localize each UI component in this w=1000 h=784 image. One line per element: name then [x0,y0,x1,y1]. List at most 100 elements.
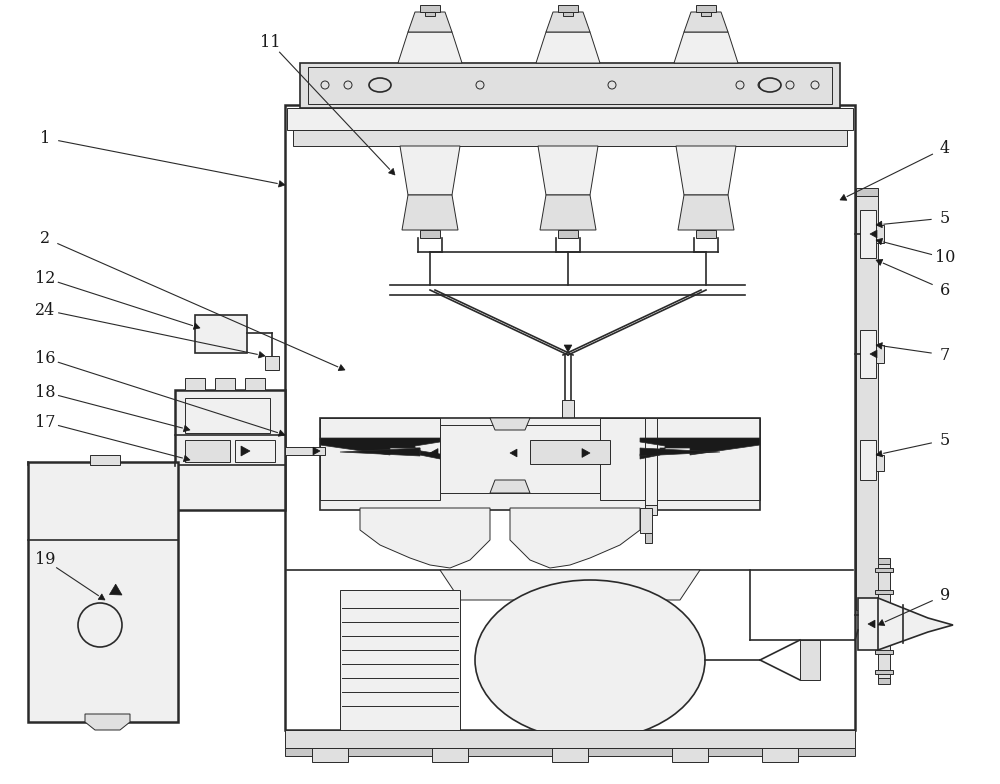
Polygon shape [278,180,285,187]
Polygon shape [564,345,572,352]
Polygon shape [876,343,882,349]
Bar [28,462,178,722]
Bar [300,63,840,108]
Polygon shape [540,195,596,230]
Bar [420,230,440,238]
Bar [285,447,325,455]
Bar [308,67,832,104]
Polygon shape [398,32,462,63]
Polygon shape [876,260,883,266]
Bar [860,330,876,378]
Polygon shape [313,447,320,455]
Text: 1: 1 [40,129,50,147]
Polygon shape [876,221,882,227]
Polygon shape [684,12,728,32]
Polygon shape [510,508,640,568]
Bar [285,730,855,748]
Polygon shape [85,714,130,730]
Text: 11: 11 [260,34,280,50]
Polygon shape [546,12,590,32]
Polygon shape [193,323,200,329]
Polygon shape [109,584,122,595]
Bar [875,610,893,614]
Bar [878,558,890,564]
Bar [425,12,435,16]
Polygon shape [868,620,875,628]
Polygon shape [183,425,190,432]
Polygon shape [360,508,490,568]
Bar [552,600,574,650]
Polygon shape [320,438,440,459]
Polygon shape [643,449,650,457]
Polygon shape [338,365,345,371]
Bar [562,400,574,448]
Bar [860,440,876,480]
Bar [672,748,708,762]
Bar [878,678,890,684]
Bar [245,378,265,390]
Bar [285,748,855,756]
Bar [876,225,884,243]
Polygon shape [536,32,600,63]
Polygon shape [538,146,598,195]
Text: 10: 10 [935,249,955,267]
Polygon shape [678,195,734,230]
Text: 17: 17 [35,413,55,430]
Bar [175,390,285,510]
Ellipse shape [369,78,391,92]
Bar [701,12,711,16]
Polygon shape [676,146,736,195]
Polygon shape [258,351,265,358]
Polygon shape [278,430,285,437]
Bar [800,640,820,680]
Bar [265,356,279,370]
Polygon shape [241,446,250,456]
Bar [285,105,855,730]
Bar [558,5,578,12]
Text: 18: 18 [35,383,55,401]
Bar [856,188,878,196]
Polygon shape [870,350,877,358]
Bar [875,568,893,572]
Bar [287,108,853,130]
Bar [762,748,798,762]
Bar [645,533,652,543]
Bar [185,440,230,462]
Polygon shape [400,146,460,195]
Polygon shape [876,238,883,245]
Bar [185,378,205,390]
Bar [696,230,716,238]
Text: 24: 24 [35,302,55,318]
Bar [195,315,247,353]
Polygon shape [440,425,600,493]
Bar [875,650,893,654]
Polygon shape [840,194,847,200]
Polygon shape [640,438,760,459]
Polygon shape [430,448,438,457]
Bar [432,748,468,762]
Polygon shape [408,12,452,32]
Polygon shape [858,598,953,650]
Polygon shape [183,456,190,462]
Text: 4: 4 [940,140,950,157]
Bar [185,398,270,433]
Polygon shape [320,418,760,510]
Text: 16: 16 [35,350,55,366]
Bar [645,505,657,515]
Bar [552,748,588,762]
Bar [696,5,716,12]
Bar [340,590,460,745]
Bar [875,590,893,594]
Polygon shape [876,451,883,457]
Polygon shape [878,619,885,626]
Bar [90,455,120,465]
Bar [878,560,890,680]
Bar [293,130,847,146]
Bar [856,190,878,610]
Bar [558,230,578,238]
Polygon shape [440,570,700,600]
Polygon shape [490,480,530,493]
Polygon shape [402,195,458,230]
Bar [530,440,610,464]
Polygon shape [388,169,395,175]
